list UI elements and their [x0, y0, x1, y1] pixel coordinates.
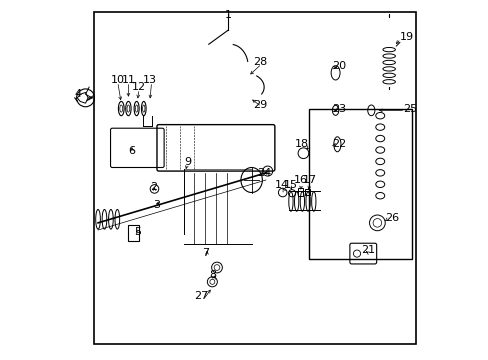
Bar — [305, 189, 309, 195]
Text: 9: 9 — [183, 157, 190, 167]
Text: 27: 27 — [194, 291, 208, 301]
Text: 3: 3 — [153, 200, 160, 210]
Text: 18: 18 — [294, 139, 308, 149]
Text: 21: 21 — [360, 245, 374, 255]
Text: 13: 13 — [142, 75, 157, 85]
Text: 1: 1 — [224, 10, 231, 20]
Text: 23: 23 — [331, 104, 346, 113]
Text: 28: 28 — [253, 57, 267, 67]
Text: 22: 22 — [331, 139, 346, 149]
Text: 25: 25 — [403, 104, 417, 113]
Text: 19: 19 — [399, 32, 413, 42]
Text: 7: 7 — [201, 248, 208, 258]
Text: 29: 29 — [253, 100, 267, 110]
Text: 12: 12 — [132, 82, 146, 92]
Bar — [308, 109, 411, 258]
Bar — [298, 188, 303, 196]
Text: 8: 8 — [208, 270, 216, 280]
Text: 11: 11 — [121, 75, 135, 85]
Text: 24: 24 — [257, 168, 271, 178]
Text: 14: 14 — [274, 180, 288, 190]
Text: 5: 5 — [134, 227, 141, 237]
Text: 4: 4 — [75, 89, 82, 99]
Text: 17: 17 — [302, 175, 316, 185]
Text: 10: 10 — [110, 75, 124, 85]
Text: 26: 26 — [385, 212, 399, 222]
Bar — [128, 225, 139, 241]
Text: 6: 6 — [128, 147, 135, 157]
Text: 2: 2 — [149, 182, 157, 192]
Text: 16: 16 — [293, 175, 307, 185]
Text: 15: 15 — [284, 180, 297, 190]
Text: 20: 20 — [331, 61, 346, 71]
